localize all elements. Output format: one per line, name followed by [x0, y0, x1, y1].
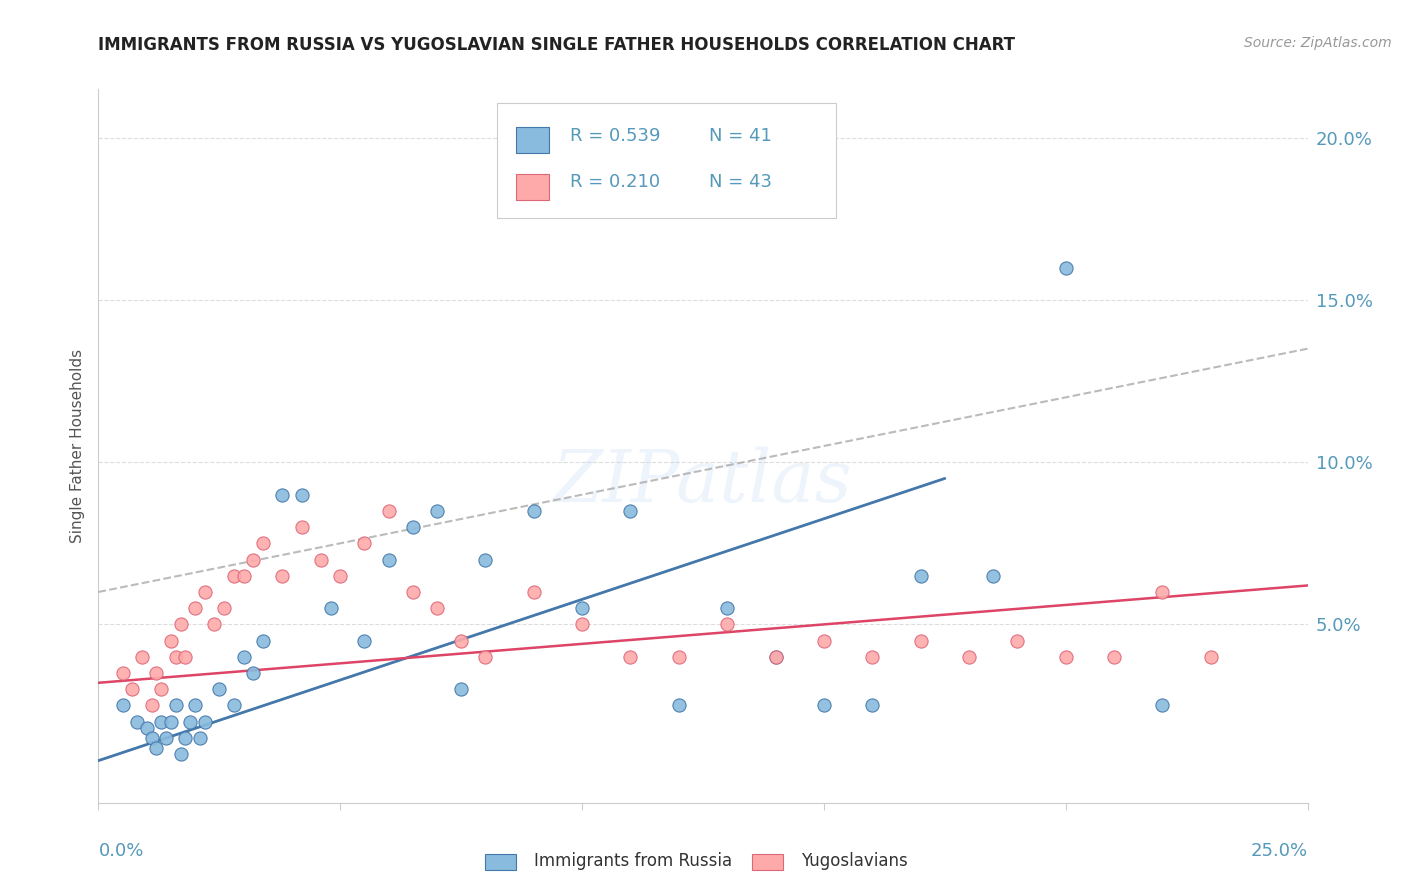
Point	[353, 633, 375, 648]
Text: N = 43: N = 43	[709, 173, 772, 191]
Point	[194, 585, 217, 599]
FancyBboxPatch shape	[516, 128, 550, 153]
Text: Immigrants from Russia: Immigrants from Russia	[534, 852, 733, 870]
Point	[668, 649, 690, 664]
Y-axis label: Single Father Households: Single Father Households	[70, 349, 86, 543]
Point	[169, 617, 191, 632]
Point	[242, 552, 264, 566]
Point	[121, 682, 143, 697]
Point	[1152, 698, 1174, 713]
Point	[242, 666, 264, 681]
Point	[232, 568, 254, 582]
Point	[174, 731, 197, 745]
Point	[910, 633, 932, 648]
Point	[619, 649, 641, 664]
Text: 0.0%: 0.0%	[98, 842, 143, 860]
Point	[222, 568, 245, 582]
Point	[377, 504, 399, 518]
Point	[145, 666, 167, 681]
Point	[169, 747, 191, 761]
Text: Source: ZipAtlas.com: Source: ZipAtlas.com	[1244, 36, 1392, 50]
Point	[111, 666, 134, 681]
Point	[1054, 260, 1077, 275]
Point	[329, 568, 352, 582]
Point	[131, 649, 153, 664]
Point	[212, 601, 235, 615]
FancyBboxPatch shape	[516, 174, 550, 200]
Text: Yugoslavians: Yugoslavians	[801, 852, 908, 870]
Point	[184, 601, 207, 615]
Point	[426, 504, 449, 518]
Point	[271, 488, 294, 502]
Point	[179, 714, 201, 729]
Point	[145, 740, 167, 755]
Point	[523, 585, 546, 599]
Point	[222, 698, 245, 713]
Point	[150, 714, 173, 729]
Point	[981, 568, 1004, 582]
Point	[111, 698, 134, 713]
Point	[184, 698, 207, 713]
Point	[957, 649, 980, 664]
Point	[910, 568, 932, 582]
Point	[813, 633, 835, 648]
Point	[765, 649, 787, 664]
Point	[309, 552, 332, 566]
Point	[194, 714, 217, 729]
Text: IMMIGRANTS FROM RUSSIA VS YUGOSLAVIAN SINGLE FATHER HOUSEHOLDS CORRELATION CHART: IMMIGRANTS FROM RUSSIA VS YUGOSLAVIAN SI…	[98, 36, 1015, 54]
Text: ZIPatlas: ZIPatlas	[553, 446, 853, 517]
Point	[402, 585, 425, 599]
Point	[765, 649, 787, 664]
Text: N = 41: N = 41	[709, 127, 772, 145]
Point	[252, 633, 274, 648]
Point	[141, 731, 163, 745]
Point	[377, 552, 399, 566]
Point	[165, 698, 187, 713]
FancyBboxPatch shape	[498, 103, 837, 218]
Point	[523, 504, 546, 518]
Point	[860, 649, 883, 664]
Point	[1199, 649, 1222, 664]
Point	[571, 601, 593, 615]
Point	[232, 649, 254, 664]
Point	[474, 649, 496, 664]
Point	[150, 682, 173, 697]
Text: R = 0.539: R = 0.539	[569, 127, 661, 145]
Point	[450, 633, 472, 648]
Point	[1152, 585, 1174, 599]
Point	[1054, 649, 1077, 664]
Point	[252, 536, 274, 550]
Point	[402, 520, 425, 534]
Point	[174, 649, 197, 664]
Point	[860, 698, 883, 713]
Point	[668, 698, 690, 713]
Point	[204, 617, 226, 632]
Point	[319, 601, 342, 615]
Point	[208, 682, 231, 697]
Point	[450, 682, 472, 697]
Point	[426, 601, 449, 615]
Point	[813, 698, 835, 713]
Point	[474, 552, 496, 566]
Point	[619, 504, 641, 518]
Point	[165, 649, 187, 664]
Point	[716, 601, 738, 615]
Text: 25.0%: 25.0%	[1250, 842, 1308, 860]
Point	[1102, 649, 1125, 664]
Point	[290, 488, 312, 502]
Point	[271, 568, 294, 582]
Point	[290, 520, 312, 534]
Point	[155, 731, 177, 745]
Point	[1007, 633, 1029, 648]
Point	[160, 714, 183, 729]
Point	[160, 633, 183, 648]
Point	[141, 698, 163, 713]
Point	[135, 721, 157, 735]
Point	[127, 714, 149, 729]
Point	[716, 617, 738, 632]
Point	[571, 617, 593, 632]
Text: R = 0.210: R = 0.210	[569, 173, 661, 191]
Point	[353, 536, 375, 550]
Point	[188, 731, 211, 745]
